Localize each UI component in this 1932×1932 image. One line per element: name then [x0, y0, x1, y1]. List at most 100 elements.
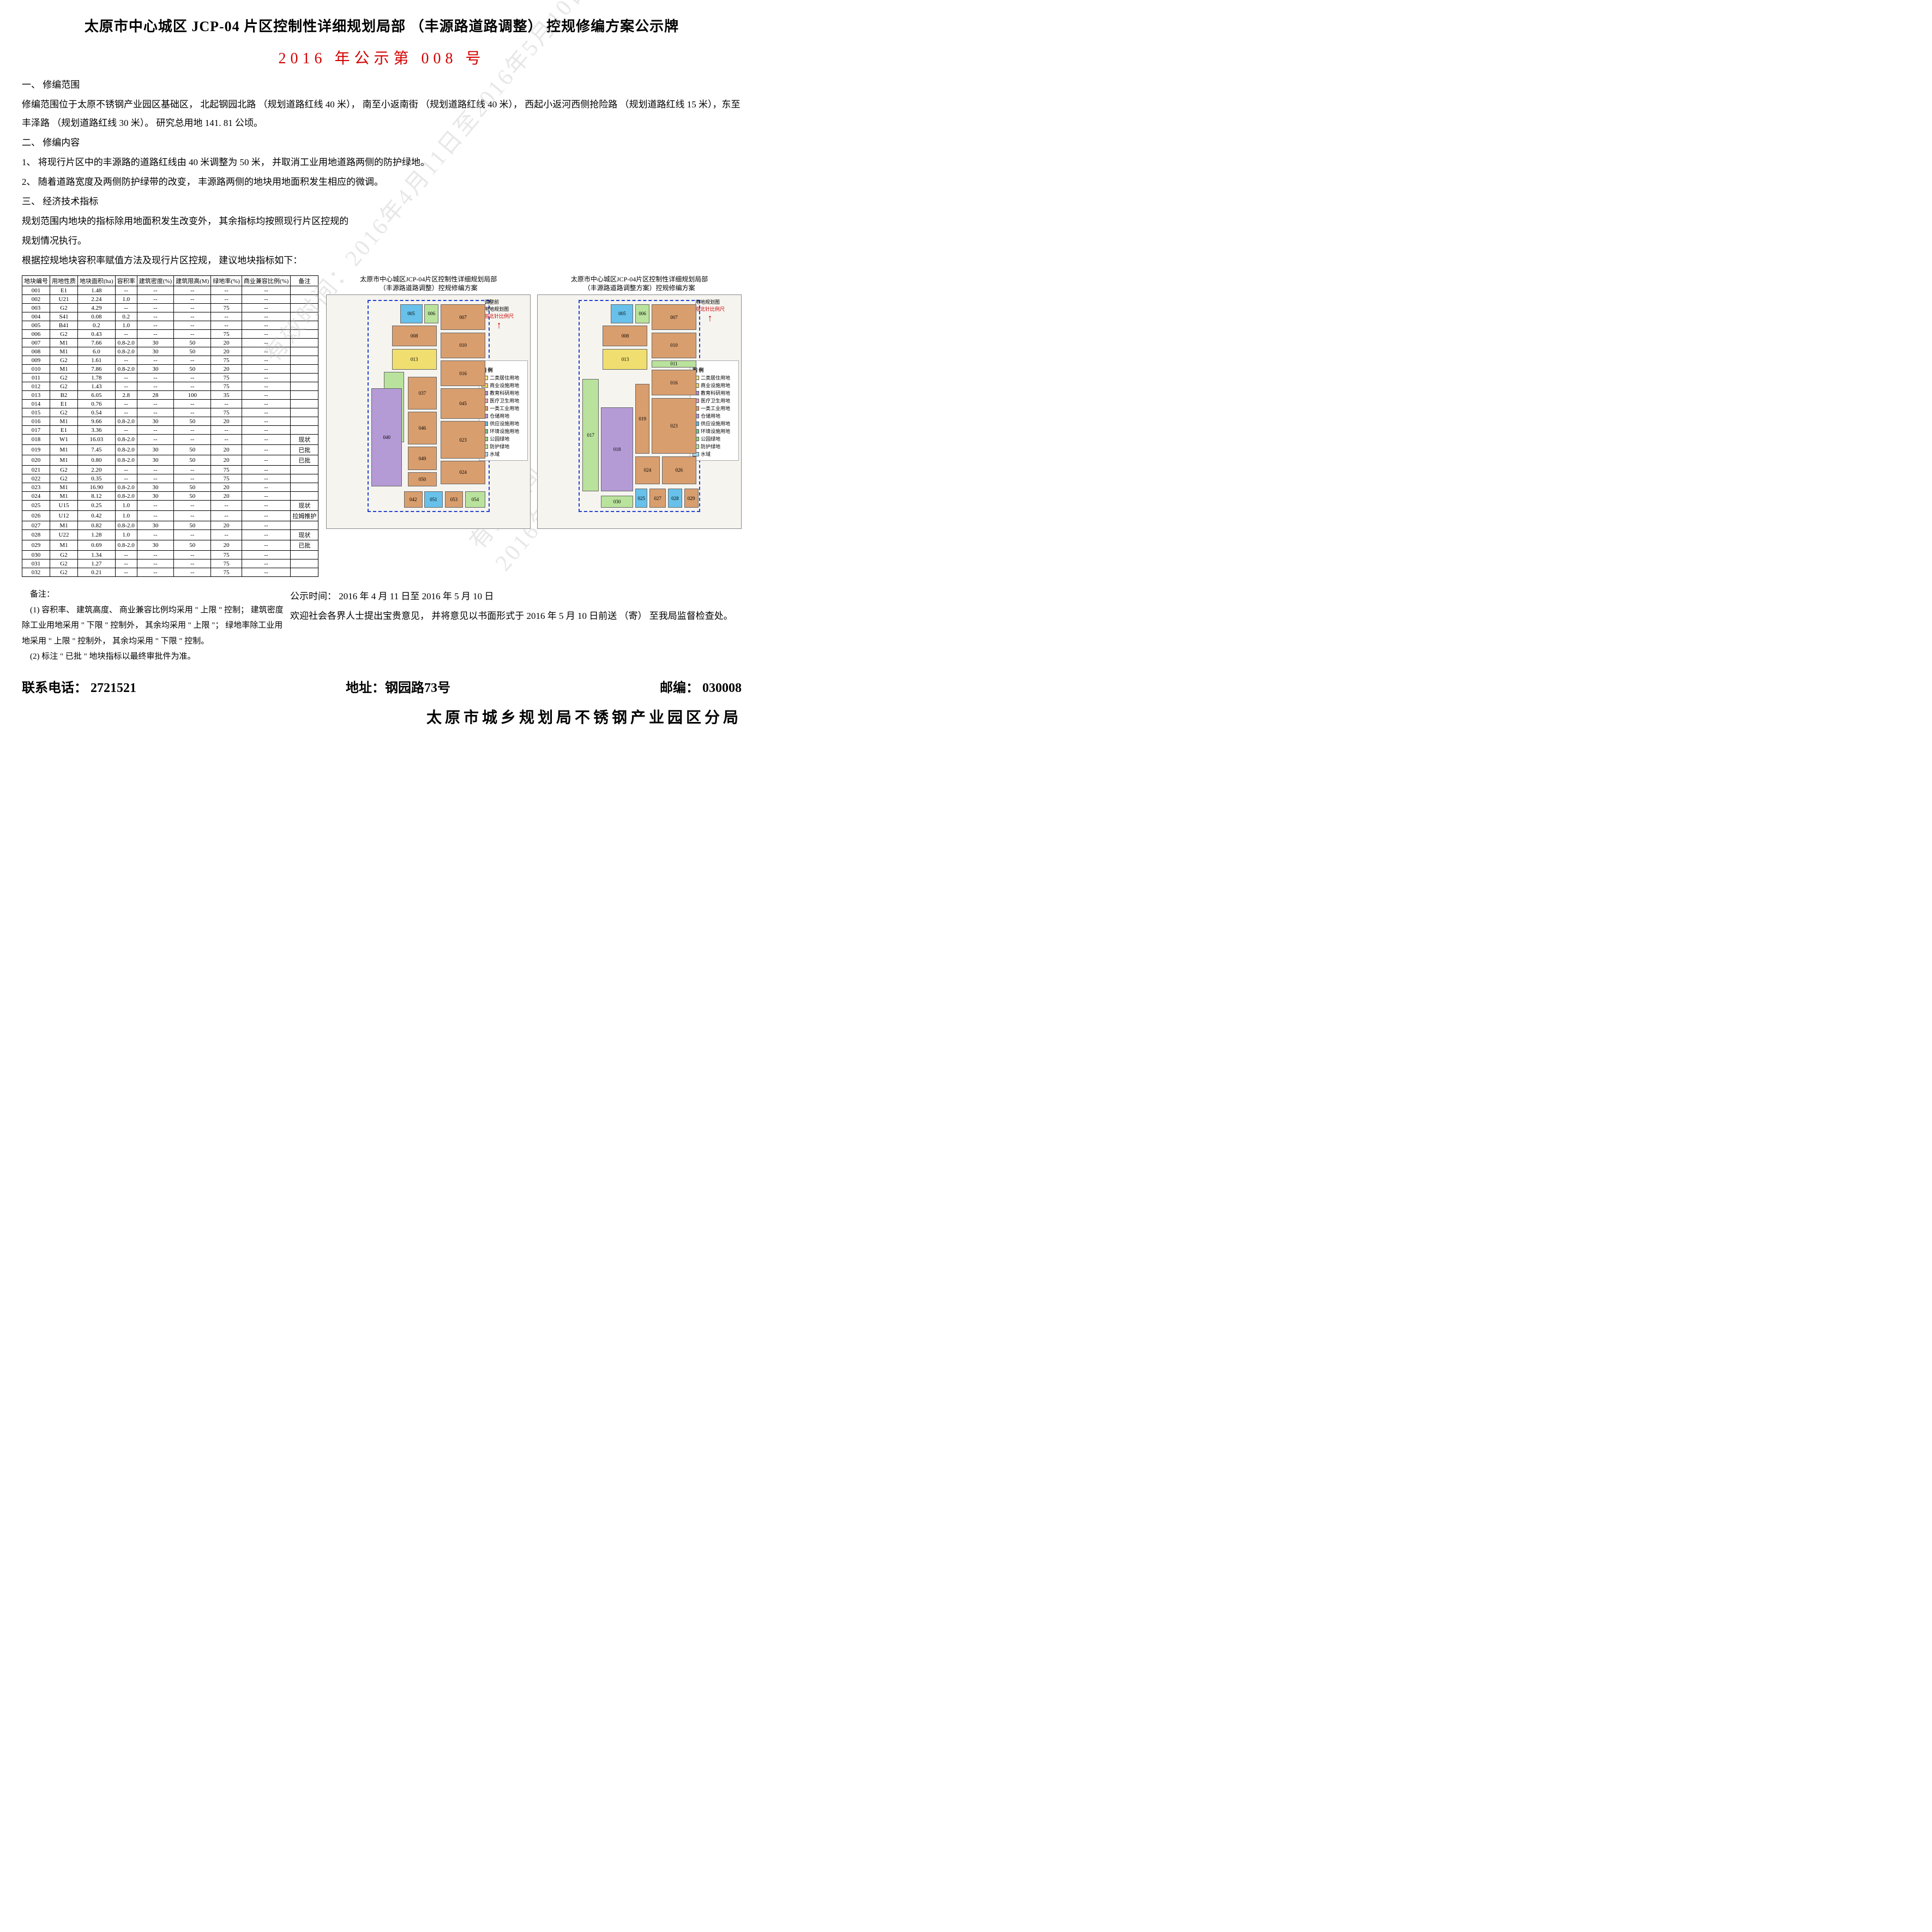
map-left-col: 太原市中心城区JCP-04片区控制性详细规划局部 （丰源路道路调整）控规修编方案…	[326, 275, 531, 577]
table-row: 025U150.251.0--------现状	[22, 501, 318, 511]
table-cell	[291, 295, 318, 304]
parcel: 008	[603, 326, 647, 347]
table-cell: --	[115, 474, 137, 483]
legend-label: 环境设施用地	[490, 428, 519, 435]
table-cell: 6.05	[78, 391, 116, 400]
table-cell: 20	[211, 521, 242, 530]
map-right: 用地规划图 指北针比例尺 ↑ 图 例 二类居住用地商业设施用地教育科研用地医疗卫…	[537, 294, 742, 529]
table-cell: --	[242, 408, 291, 417]
section-line: 根据控规地块容积率赋值方法及现行片区控规， 建议地块指标如下：	[22, 251, 742, 270]
table-cell: 1.0	[115, 501, 137, 511]
table-cell: 0.54	[78, 408, 116, 417]
table-cell: 50	[174, 347, 211, 356]
table-cell: 0.8-2.0	[115, 435, 137, 445]
table-cell: --	[211, 312, 242, 321]
table-cell: 016	[22, 417, 50, 426]
legend-item: 公园绿地	[482, 435, 525, 442]
table-row: 031G21.27------75--	[22, 559, 318, 568]
table-cell: --	[174, 304, 211, 312]
parcel: 006	[635, 304, 649, 323]
table-cell: M1	[50, 455, 78, 466]
parcel: 040	[371, 388, 402, 486]
section-line: 规划范围内地块的指标除用地面积发生改变外， 其余指标均按照现行片区控规的	[22, 212, 742, 231]
table-cell: 0.8-2.0	[115, 339, 137, 347]
table-cell: --	[174, 568, 211, 577]
table-cell: --	[137, 466, 174, 474]
parcel: 007	[441, 304, 485, 330]
table-cell: --	[137, 286, 174, 295]
table-cell: --	[242, 435, 291, 445]
col-header: 绿地率(%)	[211, 276, 242, 286]
table-cell: --	[242, 492, 291, 501]
table-cell: W1	[50, 435, 78, 445]
table-cell: U15	[50, 501, 78, 511]
compass-left: 调整前 用地规划图 指北针比例尺 ↑	[484, 298, 514, 331]
table-row: 004S410.080.2--------	[22, 312, 318, 321]
indicator-table-wrap: 地块编号用地性质地块面积(ha)容积率建筑密度(%)建筑限高(M)绿地率(%)商…	[22, 275, 318, 577]
table-cell: --	[174, 400, 211, 408]
parcel: 019	[635, 384, 649, 454]
table-cell: 015	[22, 408, 50, 417]
table-cell: --	[242, 347, 291, 356]
table-cell: --	[242, 445, 291, 455]
table-cell: --	[242, 426, 291, 435]
table-cell: --	[137, 511, 174, 521]
table-cell: 001	[22, 286, 50, 295]
table-cell: --	[242, 304, 291, 312]
table-cell: --	[174, 501, 211, 511]
legend-item: 医疗卫生用地	[693, 397, 736, 404]
table-cell: 已批	[291, 540, 318, 551]
table-cell: --	[115, 286, 137, 295]
table-row: 024M18.120.8-2.0305020--	[22, 492, 318, 501]
section-line: 一、 修编范围	[22, 76, 742, 94]
table-cell: --	[242, 551, 291, 559]
table-row: 026U120.421.0--------拉姆推护	[22, 511, 318, 521]
parcel: 030	[601, 496, 634, 507]
table-row: 006G20.43------75--	[22, 330, 318, 339]
table-cell: 0.25	[78, 501, 116, 511]
table-cell: --	[242, 417, 291, 426]
table-cell: 0.35	[78, 474, 116, 483]
parcel: 025	[635, 489, 647, 507]
legend-item: 一类工业用地	[693, 405, 736, 412]
table-row: 012G21.43------75--	[22, 382, 318, 391]
table-cell: 30	[137, 521, 174, 530]
table-row: 003G24.29------75--	[22, 304, 318, 312]
table-cell: --	[174, 530, 211, 540]
table-cell: --	[137, 426, 174, 435]
table-cell: --	[174, 356, 211, 365]
legend-label: 一类工业用地	[490, 405, 519, 412]
table-cell: G2	[50, 568, 78, 577]
table-cell	[291, 391, 318, 400]
table-cell	[291, 356, 318, 365]
table-cell: --	[242, 530, 291, 540]
legend-item: 供应设施用地	[693, 420, 736, 427]
legend-item: 仓储用地	[693, 412, 736, 419]
table-cell: 7.86	[78, 365, 116, 374]
legend-left: 图 例 二类居住用地商业设施用地教育科研用地医疗卫生用地一类工业用地仓储用地供应…	[479, 360, 528, 461]
table-cell: 50	[174, 540, 211, 551]
table-cell: M1	[50, 347, 78, 356]
table-cell: 1.0	[115, 530, 137, 540]
compass-right: 用地规划图 指北针比例尺 ↑	[695, 298, 725, 324]
table-cell: 现状	[291, 501, 318, 511]
legend-label: 环境设施用地	[701, 428, 730, 435]
parcel: 023	[652, 398, 696, 454]
table-cell: --	[137, 530, 174, 540]
table-cell: --	[115, 559, 137, 568]
table-cell: 2.24	[78, 295, 116, 304]
table-cell: U21	[50, 295, 78, 304]
table-cell: G2	[50, 356, 78, 365]
col-header: 商业兼容比例(%)	[242, 276, 291, 286]
legend-item: 一类工业用地	[482, 405, 525, 412]
col-header: 地块编号	[22, 276, 50, 286]
table-cell: 1.34	[78, 551, 116, 559]
table-cell: 0.8-2.0	[115, 483, 137, 492]
table-cell: 20	[211, 347, 242, 356]
contact-row: 联系电话： 2721521 地址：钢园路73号 邮编： 030008	[22, 677, 742, 696]
table-cell: 1.27	[78, 559, 116, 568]
notice-line: 欢迎社会各界人士提出宝贵意见， 并将意见以书面形式于 2016 年 5 月 10…	[290, 606, 742, 626]
table-cell: 0.8-2.0	[115, 521, 137, 530]
table-cell: --	[211, 530, 242, 540]
table-cell: 75	[211, 408, 242, 417]
